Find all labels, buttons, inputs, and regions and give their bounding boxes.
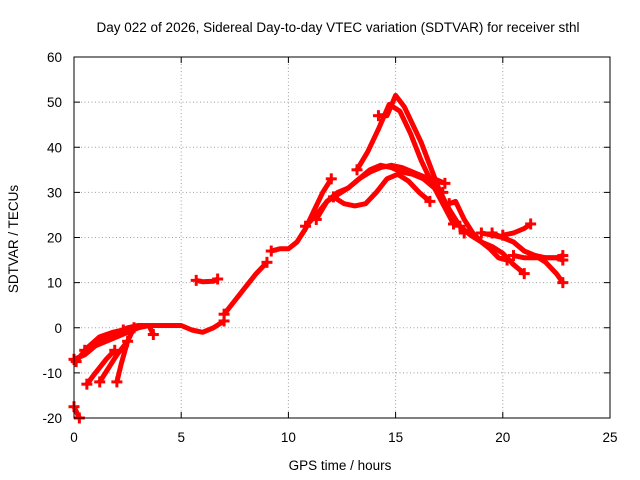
data-point [497,229,509,241]
y-axis-label: SDTVAR / TECUs [6,185,21,294]
series-line [97,339,130,384]
data-point [70,356,82,368]
x-tick-label: 5 [177,430,185,445]
data-point [525,218,537,230]
data-point [300,220,312,232]
series-line [270,177,334,254]
y-tick-label: 50 [47,95,62,110]
data-point [79,344,91,356]
y-tick-label: 30 [47,185,62,200]
data-point [475,227,487,239]
x-tick-label: 0 [70,430,78,445]
data-point [372,110,384,122]
series-arc-12 [310,162,451,225]
series-arc-9 [218,256,273,320]
data-point [81,378,93,390]
data-point [327,191,339,203]
y-tick-label: -10 [42,366,62,381]
series-arc-1 [68,401,85,424]
series-line [84,348,117,386]
chart-title: Day 022 of 2026, Sidereal Day-to-day VTE… [97,20,580,35]
series-line [354,101,456,226]
series-arc-7 [111,322,140,388]
series-arc-21 [508,250,569,266]
x-tick-label: 20 [495,430,510,445]
y-tick-label: 10 [47,276,62,291]
plot-area [68,92,569,424]
series-arc-13 [327,171,436,209]
series-line [332,171,432,209]
data-point [424,195,436,207]
data-point [454,220,466,232]
plot-frame [73,56,611,419]
series-arc-19 [486,227,569,262]
series-line [114,326,137,383]
series-arc-4 [79,323,159,356]
data-point [518,268,530,280]
series-line [458,224,526,276]
series-line [502,221,533,238]
tick-labels: 0 5 10 15 20 25 -20 -10 0 10 20 30 40 50 60 [42,50,617,445]
data-point [439,177,451,189]
y-tick-label: 20 [47,231,62,246]
x-tick-label: 15 [388,430,403,445]
series-line [222,260,269,316]
series-line [314,162,446,221]
data-point [508,250,520,262]
series-arc-8 [190,273,224,286]
series-arc-5 [81,344,121,390]
x-axis-label: GPS time / hours [289,458,392,473]
series-arc-14 [351,101,459,230]
data-point [557,254,569,266]
data-point [147,329,159,341]
grid [74,57,610,418]
data-point [486,227,498,239]
data-point [190,274,202,286]
data-point [351,164,363,176]
data-point [557,277,569,289]
data-point [212,273,224,285]
x-tick-label: 25 [602,430,617,445]
data-point [310,213,322,225]
data-point [94,376,106,388]
data-point [261,256,273,268]
series-arc-15 [372,92,470,239]
y-tick-label: -20 [42,411,62,426]
series-arc-17 [454,220,530,280]
data-point [443,198,455,210]
y-tick-label: 60 [47,50,62,65]
series-line [378,92,467,235]
data-point [265,245,277,257]
series-line [83,323,156,353]
series-arc-20 [497,218,537,241]
data-point [128,322,140,334]
y-tick-label: 0 [54,321,62,336]
series-arc-10 [265,173,337,257]
data-point [218,308,230,320]
series-line [512,253,564,263]
x-tick-label: 10 [281,430,296,445]
y-tick-label: 40 [47,140,62,155]
data-point [111,376,123,388]
data-point [325,173,337,185]
